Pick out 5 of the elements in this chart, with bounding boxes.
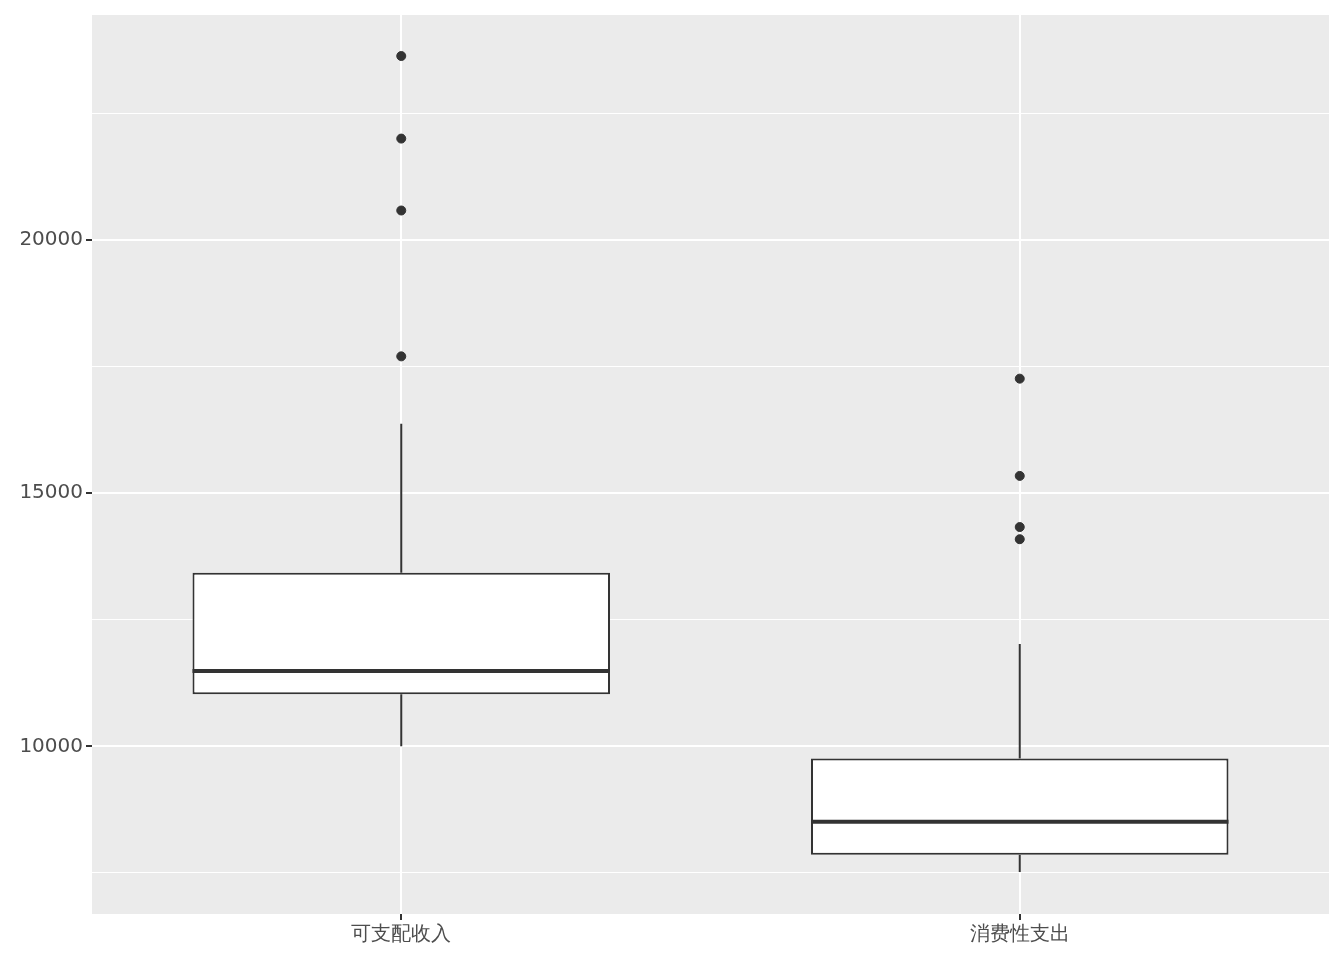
x-tick-label: 消费性支出 xyxy=(969,921,1070,946)
y-tick-label: 20000 xyxy=(19,226,83,251)
x-tick-label: 可支配收入 xyxy=(351,921,452,946)
y-tick-label: 15000 xyxy=(19,479,83,504)
y-tick-label: 10000 xyxy=(19,732,83,757)
